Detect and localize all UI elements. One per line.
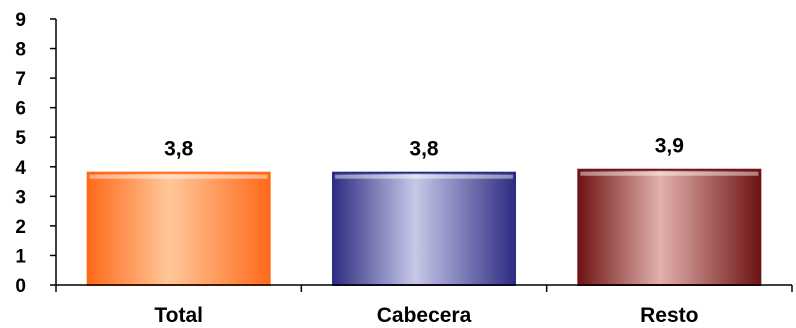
category-label-cabecera: Cabecera: [377, 304, 472, 327]
y-tick-label: 0: [15, 276, 26, 297]
y-tick-label: 4: [15, 158, 26, 179]
axes-layer: [50, 18, 793, 292]
data-label-cabecera: 3,8: [409, 138, 439, 161]
y-tick-label: 6: [15, 99, 26, 120]
y-tick-label: 2: [15, 217, 26, 238]
labels-layer: 3,8 Total 3,8 Cabecera 3,9 Resto 0 1 2 3 4 5 6 7 8 9: [15, 10, 698, 327]
y-tick-label: 7: [15, 69, 26, 90]
y-tick-label: 9: [15, 10, 26, 31]
y-tick-label: 3: [15, 187, 26, 208]
bars-layer: [86, 168, 762, 287]
bar-resto: [577, 168, 762, 287]
data-label-total: 3,8: [164, 138, 194, 161]
bar-highlight: [335, 174, 513, 179]
category-label-total: Total: [154, 304, 203, 327]
data-label-resto: 3,9: [655, 135, 684, 158]
y-tick-label: 8: [15, 40, 26, 61]
y-tick-label: 1: [15, 246, 26, 267]
bar-highlight: [580, 171, 759, 176]
bar-highlight: [89, 174, 268, 179]
y-tick-label: 5: [15, 128, 26, 149]
bar-cabecera: [332, 171, 516, 286]
category-label-resto: Resto: [640, 304, 698, 327]
bar-total: [86, 171, 271, 286]
